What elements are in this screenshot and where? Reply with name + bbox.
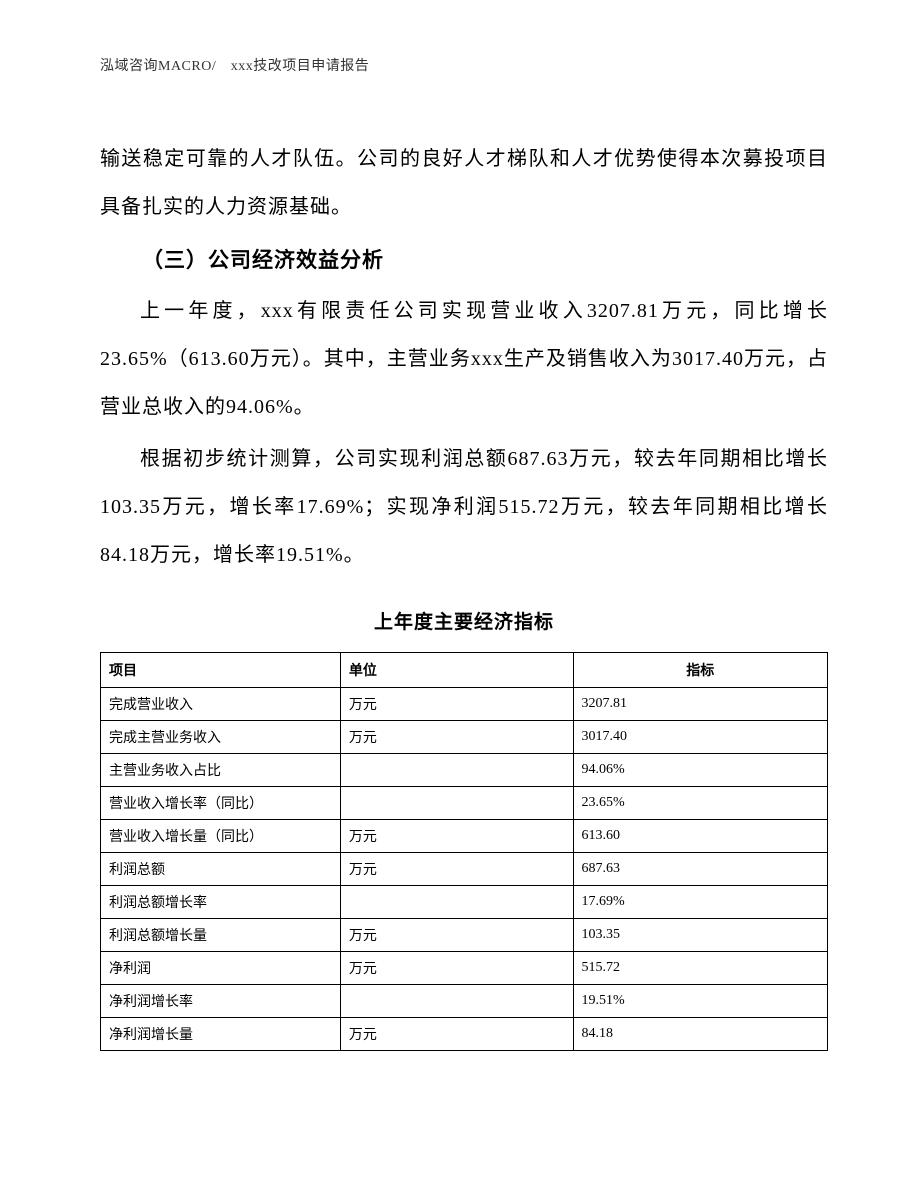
table-cell: 完成主营业务收入 xyxy=(101,721,341,754)
paragraph-1: 输送稳定可靠的人才队伍。公司的良好人才梯队和人才优势使得本次募投项目具备扎实的人… xyxy=(100,135,828,231)
table-row: 完成营业收入 万元 3207.81 xyxy=(101,688,828,721)
table-cell: 515.72 xyxy=(573,952,827,985)
table-body: 完成营业收入 万元 3207.81 完成主营业务收入 万元 3017.40 主营… xyxy=(101,688,828,1051)
table-row: 利润总额增长量 万元 103.35 xyxy=(101,919,828,952)
table-row: 利润总额增长率 17.69% xyxy=(101,886,828,919)
table-row: 主营业务收入占比 94.06% xyxy=(101,754,828,787)
table-cell: 687.63 xyxy=(573,853,827,886)
table-cell: 94.06% xyxy=(573,754,827,787)
table-cell: 完成营业收入 xyxy=(101,688,341,721)
table-cell: 营业收入增长率（同比） xyxy=(101,787,341,820)
table-cell: 23.65% xyxy=(573,787,827,820)
table-cell: 净利润 xyxy=(101,952,341,985)
table-cell: 84.18 xyxy=(573,1018,827,1051)
paragraph-2: 上一年度，xxx有限责任公司实现营业收入3207.81万元，同比增长23.65%… xyxy=(100,287,828,431)
table-cell: 万元 xyxy=(340,688,573,721)
table-cell: 营业收入增长量（同比） xyxy=(101,820,341,853)
table-header-cell: 单位 xyxy=(340,653,573,688)
table-row: 营业收入增长率（同比） 23.65% xyxy=(101,787,828,820)
table-title: 上年度主要经济指标 xyxy=(100,607,828,634)
page-header: 泓域咨询MACRO/ xxx技改项目申请报告 xyxy=(100,55,828,75)
table-cell: 万元 xyxy=(340,853,573,886)
table-cell xyxy=(340,886,573,919)
table-cell: 主营业务收入占比 xyxy=(101,754,341,787)
table-cell: 万元 xyxy=(340,1018,573,1051)
table-cell: 利润总额 xyxy=(101,853,341,886)
table-cell: 613.60 xyxy=(573,820,827,853)
table-cell: 万元 xyxy=(340,721,573,754)
table-cell xyxy=(340,754,573,787)
economic-indicators-table: 项目 单位 指标 完成营业收入 万元 3207.81 完成主营业务收入 万元 3… xyxy=(100,652,828,1051)
table-cell: 净利润增长率 xyxy=(101,985,341,1018)
table-cell: 利润总额增长量 xyxy=(101,919,341,952)
section-heading: （三）公司经济效益分析 xyxy=(100,235,828,285)
table-cell: 17.69% xyxy=(573,886,827,919)
table-row: 完成主营业务收入 万元 3017.40 xyxy=(101,721,828,754)
table-cell: 利润总额增长率 xyxy=(101,886,341,919)
table-header-cell: 项目 xyxy=(101,653,341,688)
table-row: 净利润 万元 515.72 xyxy=(101,952,828,985)
table-row: 净利润增长率 19.51% xyxy=(101,985,828,1018)
table-row: 营业收入增长量（同比） 万元 613.60 xyxy=(101,820,828,853)
table-cell: 净利润增长量 xyxy=(101,1018,341,1051)
paragraph-3: 根据初步统计测算，公司实现利润总额687.63万元，较去年同期相比增长103.3… xyxy=(100,435,828,579)
table-cell: 万元 xyxy=(340,952,573,985)
table-cell: 万元 xyxy=(340,820,573,853)
table-cell xyxy=(340,985,573,1018)
table-cell: 3017.40 xyxy=(573,721,827,754)
table-header-row: 项目 单位 指标 xyxy=(101,653,828,688)
table-cell: 3207.81 xyxy=(573,688,827,721)
table-cell xyxy=(340,787,573,820)
table-header-cell: 指标 xyxy=(573,653,827,688)
table-row: 净利润增长量 万元 84.18 xyxy=(101,1018,828,1051)
table-row: 利润总额 万元 687.63 xyxy=(101,853,828,886)
table-cell: 19.51% xyxy=(573,985,827,1018)
table-cell: 万元 xyxy=(340,919,573,952)
document-page: 泓域咨询MACRO/ xxx技改项目申请报告 输送稳定可靠的人才队伍。公司的良好… xyxy=(0,0,920,1111)
table-cell: 103.35 xyxy=(573,919,827,952)
